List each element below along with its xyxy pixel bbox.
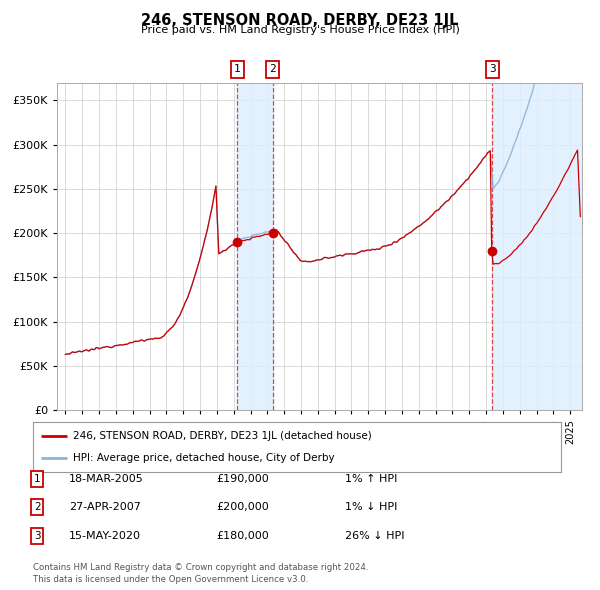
Text: 18-MAR-2005: 18-MAR-2005 bbox=[69, 474, 144, 484]
Text: Contains HM Land Registry data © Crown copyright and database right 2024.: Contains HM Land Registry data © Crown c… bbox=[33, 563, 368, 572]
Text: 1% ↑ HPI: 1% ↑ HPI bbox=[345, 474, 397, 484]
Text: £200,000: £200,000 bbox=[216, 503, 269, 512]
Text: 3: 3 bbox=[489, 64, 496, 74]
Text: 2: 2 bbox=[269, 64, 276, 74]
Text: 246, STENSON ROAD, DERBY, DE23 1JL: 246, STENSON ROAD, DERBY, DE23 1JL bbox=[141, 13, 459, 28]
Text: 27-APR-2007: 27-APR-2007 bbox=[69, 503, 141, 512]
Text: Price paid vs. HM Land Registry's House Price Index (HPI): Price paid vs. HM Land Registry's House … bbox=[140, 25, 460, 35]
Text: 1: 1 bbox=[234, 64, 241, 74]
Text: £180,000: £180,000 bbox=[216, 531, 269, 540]
Bar bbox=[493, 83, 582, 410]
Text: 1% ↓ HPI: 1% ↓ HPI bbox=[345, 503, 397, 512]
Text: 15-MAY-2020: 15-MAY-2020 bbox=[69, 531, 141, 540]
Text: £190,000: £190,000 bbox=[216, 474, 269, 484]
Text: 246, STENSON ROAD, DERBY, DE23 1JL (detached house): 246, STENSON ROAD, DERBY, DE23 1JL (deta… bbox=[73, 431, 371, 441]
Text: 26% ↓ HPI: 26% ↓ HPI bbox=[345, 531, 404, 540]
Text: 3: 3 bbox=[34, 531, 41, 540]
Bar bbox=[237, 83, 273, 410]
Text: 2: 2 bbox=[34, 503, 41, 512]
Text: This data is licensed under the Open Government Licence v3.0.: This data is licensed under the Open Gov… bbox=[33, 575, 308, 584]
Text: 1: 1 bbox=[34, 474, 41, 484]
Text: HPI: Average price, detached house, City of Derby: HPI: Average price, detached house, City… bbox=[73, 453, 334, 463]
